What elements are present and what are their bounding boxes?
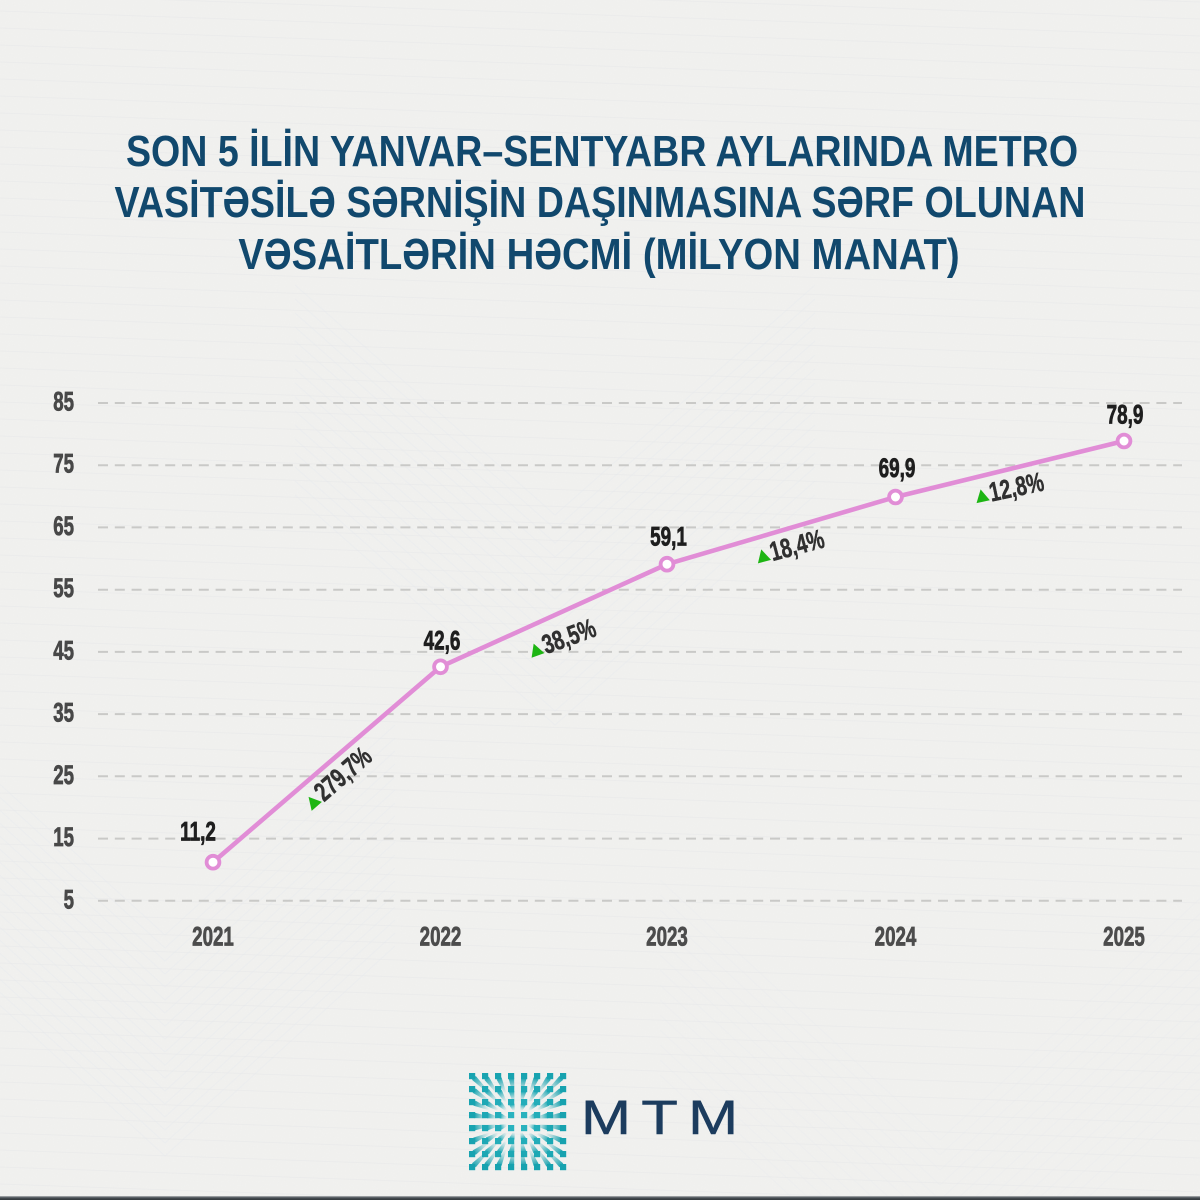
svg-text:2024: 2024 bbox=[875, 921, 917, 951]
svg-text:78,9: 78,9 bbox=[1107, 399, 1144, 429]
svg-text:25: 25 bbox=[53, 759, 74, 789]
svg-text:11,2: 11,2 bbox=[180, 816, 216, 846]
svg-text:5: 5 bbox=[64, 884, 74, 914]
svg-text:2025: 2025 bbox=[1103, 921, 1145, 951]
svg-text:45: 45 bbox=[53, 635, 74, 665]
svg-text:2023: 2023 bbox=[646, 921, 688, 951]
svg-text:18,4%: 18,4% bbox=[766, 524, 827, 567]
svg-text:85: 85 bbox=[53, 386, 74, 416]
svg-text:69,9: 69,9 bbox=[879, 453, 916, 483]
svg-text:55: 55 bbox=[53, 573, 74, 603]
svg-text:35: 35 bbox=[53, 697, 74, 727]
svg-text:59,1: 59,1 bbox=[650, 521, 687, 551]
svg-text:15: 15 bbox=[53, 822, 74, 852]
svg-text:65: 65 bbox=[53, 510, 74, 540]
svg-text:75: 75 bbox=[53, 448, 74, 478]
svg-text:2021: 2021 bbox=[192, 921, 234, 951]
svg-text:42,6: 42,6 bbox=[424, 625, 461, 655]
svg-text:2022: 2022 bbox=[420, 921, 462, 951]
